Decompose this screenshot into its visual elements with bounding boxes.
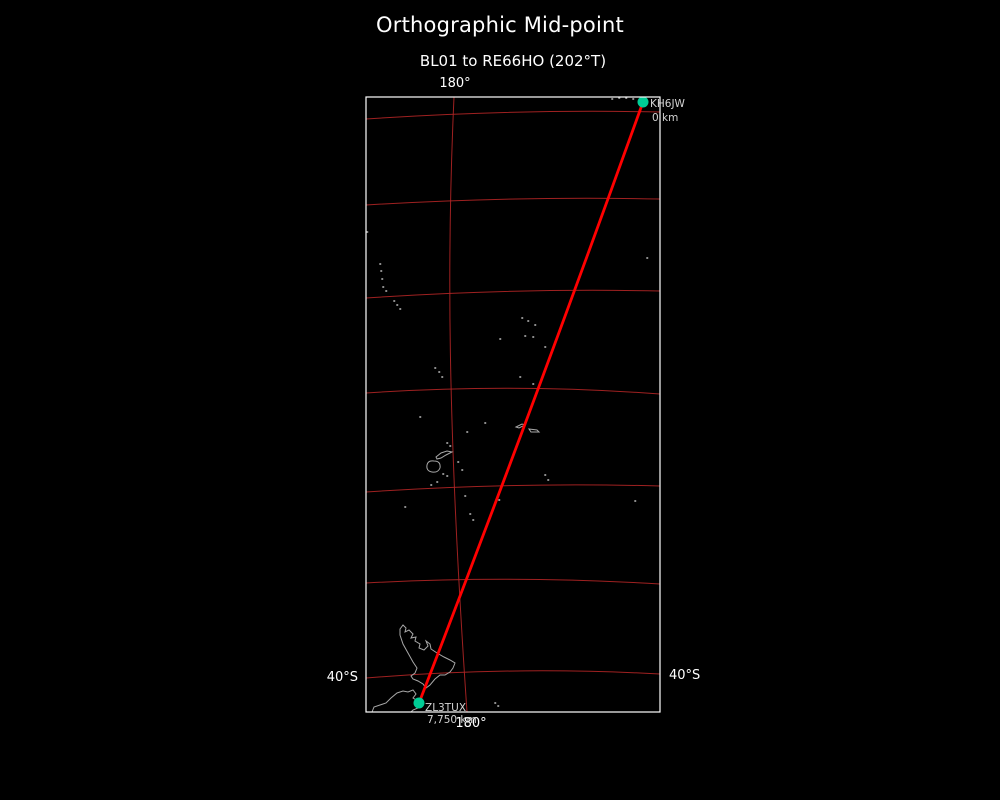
meridian-label-bottom: 180°	[455, 716, 486, 731]
end-marker-dot	[413, 697, 425, 709]
meridian-label-top: 180°	[439, 76, 470, 91]
start-marker-callsign: KH6JW	[650, 98, 686, 110]
island-specks	[366, 97, 649, 707]
coastline-vanua-levu	[435, 450, 454, 460]
start-marker-dot	[637, 96, 649, 108]
parallel-line-40s	[365, 670, 661, 679]
map-frame	[365, 96, 661, 713]
coastline-north-island	[399, 624, 456, 689]
start-marker-distance: 0 km	[652, 112, 678, 124]
graticule	[365, 96, 661, 713]
parallel-label-right: 40°S	[669, 668, 700, 683]
great-circle-path	[417, 100, 645, 705]
parallel-line	[365, 289, 661, 299]
parallel-line	[365, 578, 661, 585]
figure-subtitle: BL01 to RE66HO (202°T)	[419, 52, 607, 70]
coastlines	[366, 97, 649, 713]
parallel-line	[365, 484, 661, 493]
parallel-line	[365, 387, 661, 395]
coastline-upolu	[527, 428, 541, 433]
end-marker-callsign: ZL3TUX	[425, 702, 466, 714]
end-marker-distance: 7,750 km	[427, 714, 477, 726]
figure-title: Orthographic Mid-point	[376, 13, 624, 37]
coastline-viti-levu	[426, 460, 441, 473]
parallel-label-left: 40°S	[327, 670, 358, 685]
parallel-line	[365, 110, 661, 120]
parallel-line	[365, 197, 661, 206]
